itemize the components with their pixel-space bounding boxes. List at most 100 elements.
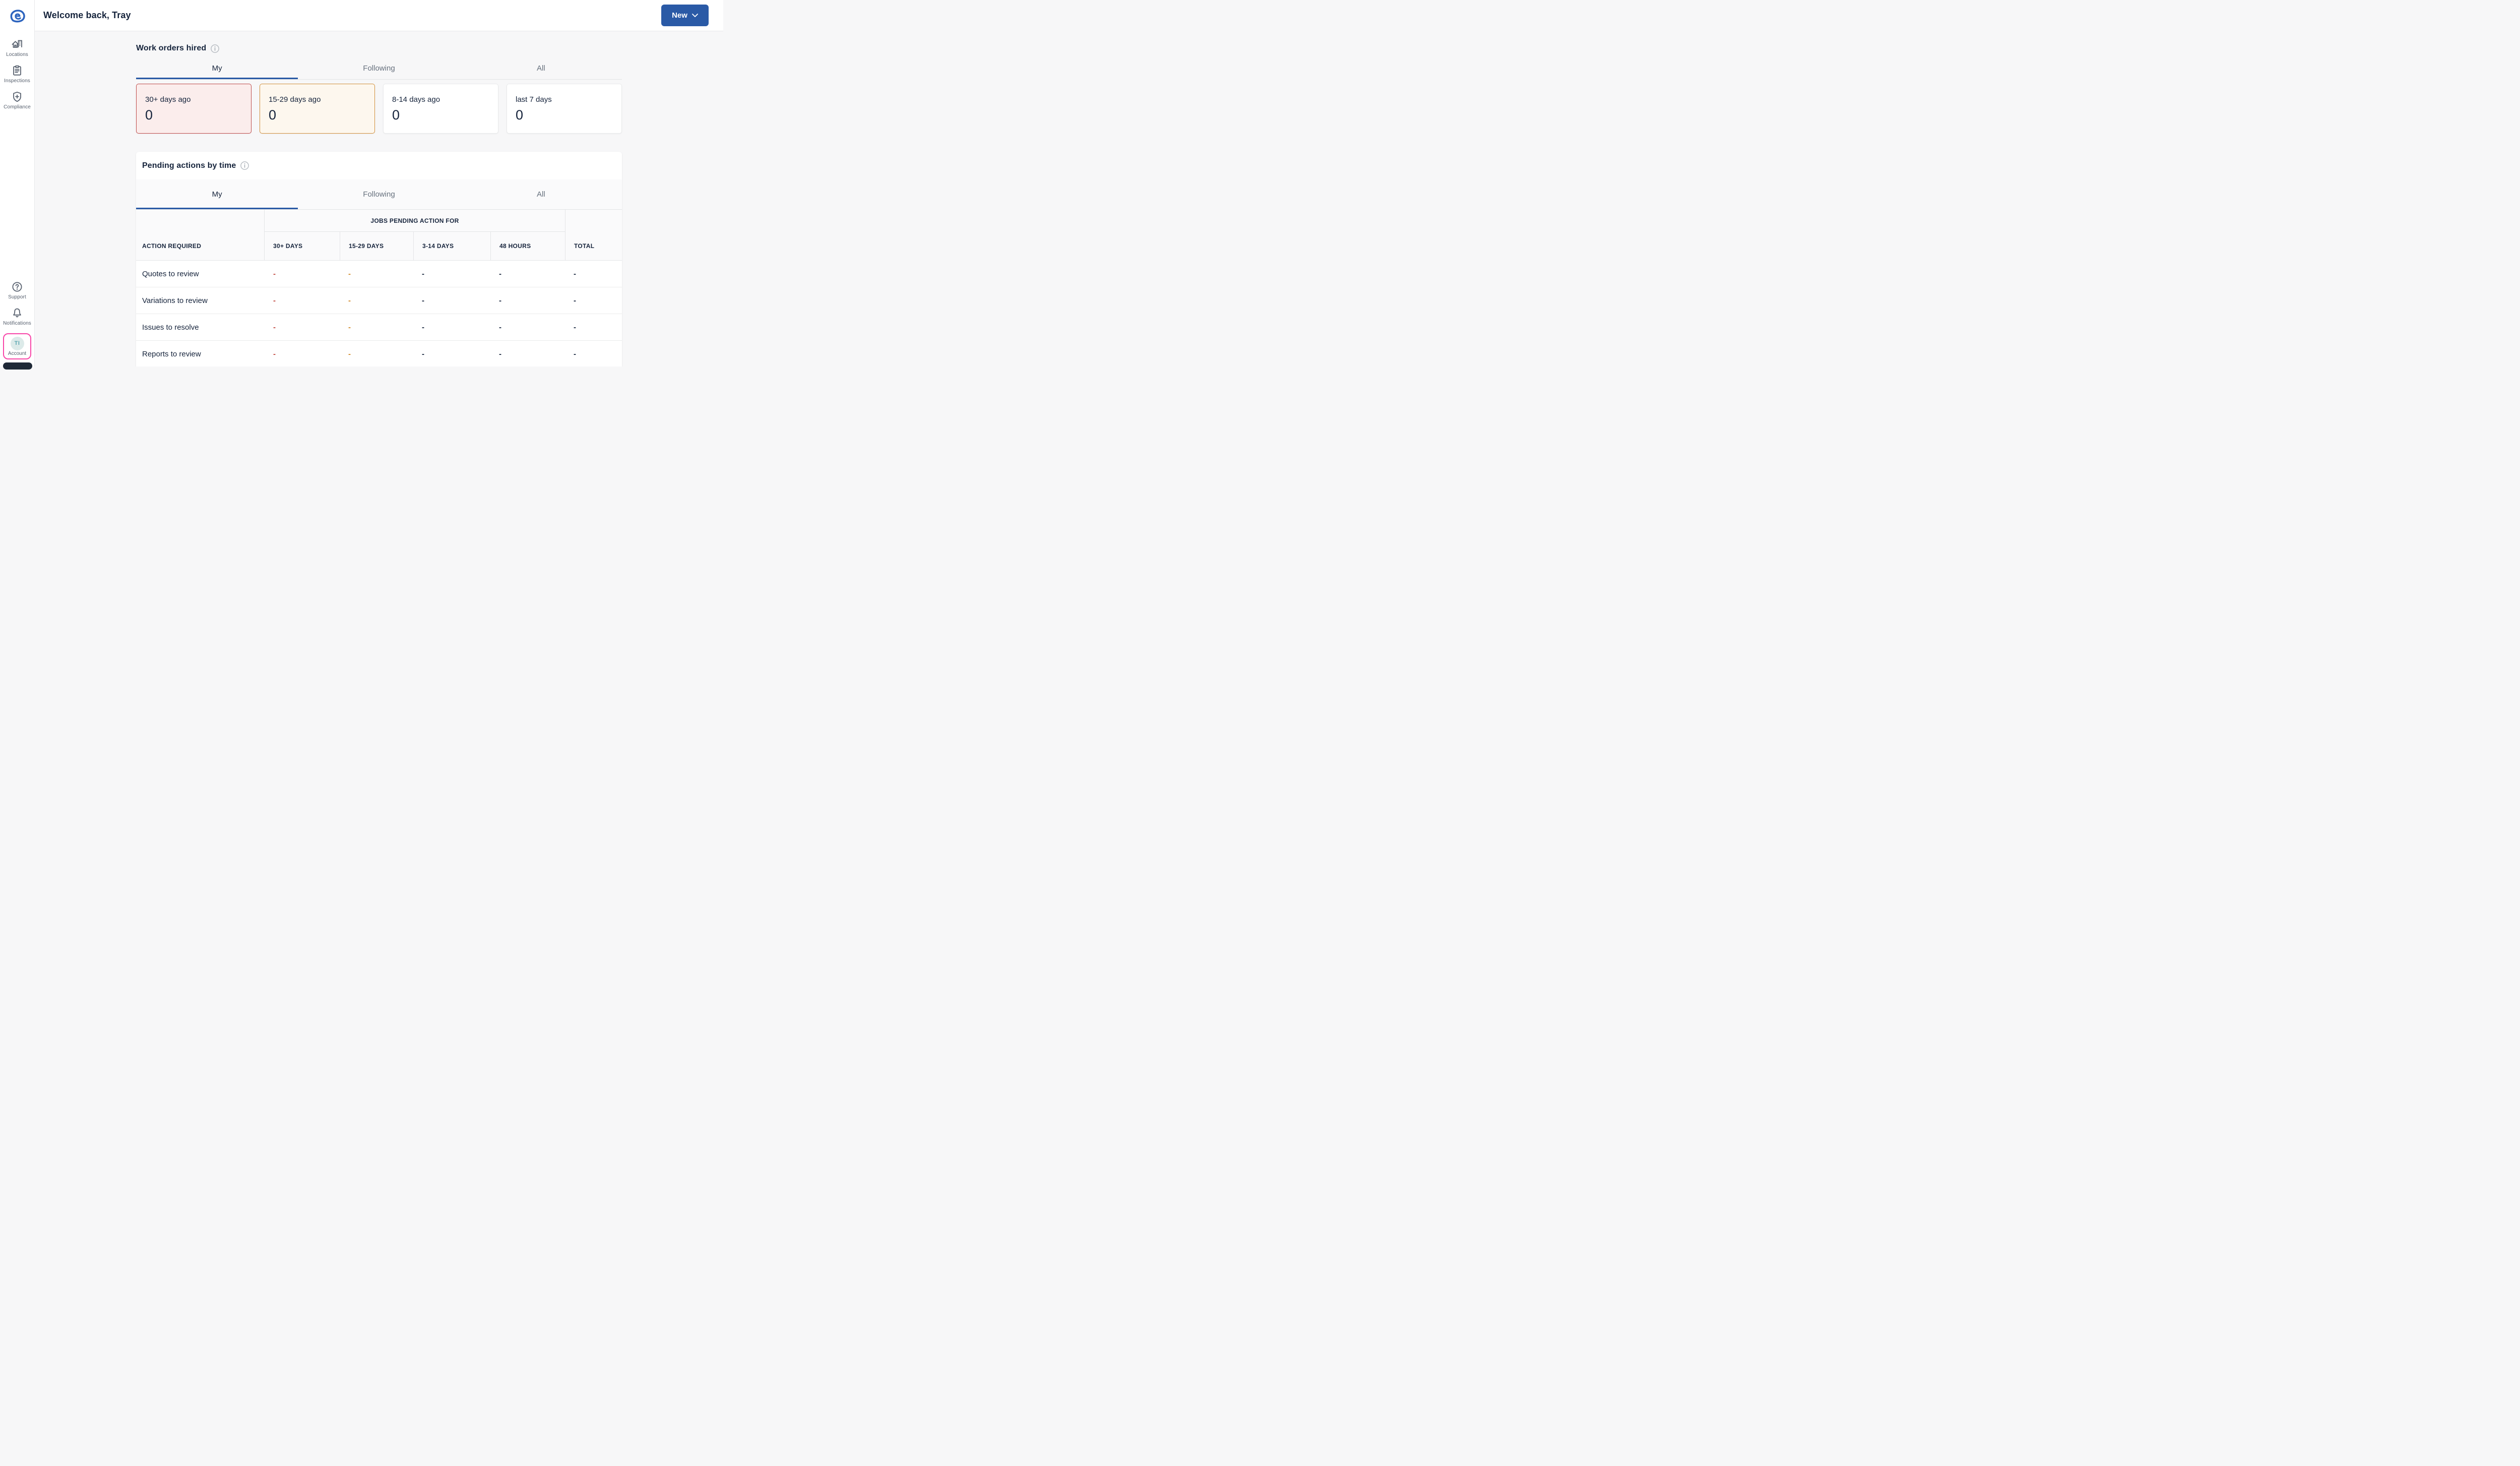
tab-label: Following <box>363 64 395 73</box>
tab-all[interactable]: All <box>460 179 622 209</box>
logo-icon <box>10 10 25 23</box>
pending-actions-table: ACTION REQUIRED JOBS PENDING ACTION FOR … <box>136 210 622 366</box>
sidebar-item-label: Support <box>8 294 26 300</box>
cell-total: - <box>574 269 576 278</box>
cell-30-days: - <box>273 296 276 305</box>
column-header-action-required: ACTION REQUIRED <box>136 210 265 260</box>
tab-label: My <box>212 64 222 73</box>
cell-15-29-days: - <box>348 323 351 332</box>
stat-card-value: 0 <box>516 107 524 123</box>
sidebar-item-label: Locations <box>6 52 28 57</box>
table-row-reports-to-review[interactable]: Reports to review - - - - - <box>136 341 622 366</box>
tab-my[interactable]: My <box>136 179 298 209</box>
pending-actions-tabs: My Following All <box>136 179 622 210</box>
column-header-label: TOTAL <box>574 242 595 250</box>
tab-following[interactable]: Following <box>298 57 460 79</box>
stat-card-label: 30+ days ago <box>145 95 191 104</box>
work-orders-section: Work orders hired My Following All 30+ d… <box>136 43 622 134</box>
account-label: Account <box>8 350 27 356</box>
column-header-30-days: 30+ DAYS <box>273 242 303 250</box>
cell-total: - <box>574 296 576 305</box>
avatar: TI <box>10 336 24 350</box>
cell-30-days: - <box>273 269 276 278</box>
stat-card-value: 0 <box>269 107 277 123</box>
cell-15-29-days: - <box>348 296 351 305</box>
stat-card-30-plus-days[interactable]: 30+ days ago 0 <box>136 84 251 134</box>
info-icon[interactable] <box>240 161 249 170</box>
cell-3-14-days: - <box>422 323 424 332</box>
pending-actions-title: Pending actions by time <box>142 161 236 170</box>
cell-30-days: - <box>273 323 276 332</box>
row-label: Reports to review <box>142 349 201 358</box>
stat-card-value: 0 <box>392 107 400 123</box>
sidebar-item-account[interactable]: TI Account <box>3 333 31 359</box>
locations-icon <box>12 40 22 48</box>
sidebar-item-notifications[interactable]: Notifications <box>1 307 33 326</box>
sidebar-item-inspections[interactable]: Inspections <box>1 65 33 84</box>
work-orders-title: Work orders hired <box>136 44 207 52</box>
stat-card-8-14-days[interactable]: 8-14 days ago 0 <box>383 84 498 134</box>
stat-card-label: 15-29 days ago <box>269 95 321 104</box>
sidebar-item-label: Inspections <box>4 78 30 84</box>
top-header: Welcome back, Tray New <box>35 0 723 31</box>
app-logo[interactable] <box>0 0 34 31</box>
stat-card-label: last 7 days <box>516 95 552 104</box>
main-content: Work orders hired My Following All 30+ d… <box>35 31 723 366</box>
cell-48-hours: - <box>499 349 501 358</box>
tab-following[interactable]: Following <box>298 179 460 209</box>
sidebar-nav: Locations Inspections Compliance <box>1 31 33 110</box>
stat-card-value: 0 <box>145 107 153 123</box>
row-label: Issues to resolve <box>142 323 199 332</box>
stat-card-label: 8-14 days ago <box>392 95 440 104</box>
compliance-icon <box>13 91 21 102</box>
column-header-48-hours: 48 HOURS <box>490 232 565 260</box>
table-row-variations-to-review[interactable]: Variations to review - - - - - <box>136 287 622 314</box>
new-button[interactable]: New <box>661 5 709 26</box>
sidebar: Locations Inspections Compliance <box>0 0 35 370</box>
cell-48-hours: - <box>499 323 501 332</box>
row-label: Quotes to review <box>142 269 199 278</box>
tab-label: All <box>536 64 545 73</box>
cell-48-hours: - <box>499 296 501 305</box>
tab-my[interactable]: My <box>136 57 298 79</box>
cell-3-14-days: - <box>422 269 424 278</box>
new-button-label: New <box>672 11 687 20</box>
table-header: ACTION REQUIRED JOBS PENDING ACTION FOR … <box>136 210 622 261</box>
column-header-total: TOTAL <box>565 210 622 260</box>
sidebar-footer: Support Notifications TI Account <box>1 281 33 366</box>
cell-15-29-days: - <box>348 269 351 278</box>
tab-all[interactable]: All <box>460 57 622 79</box>
row-label: Variations to review <box>142 296 208 305</box>
cell-total: - <box>574 349 576 358</box>
column-header-label: ACTION REQUIRED <box>142 242 202 250</box>
sidebar-item-locations[interactable]: Locations <box>1 38 33 57</box>
column-header-15-29-days: 15-29 DAYS <box>340 232 413 260</box>
column-header-3-14-days: 3-14 DAYS <box>413 232 490 260</box>
group-header-jobs-pending: JOBS PENDING ACTION FOR <box>265 210 565 232</box>
sidebar-item-support[interactable]: Support <box>1 281 33 300</box>
stat-card-15-29-days[interactable]: 15-29 days ago 0 <box>260 84 375 134</box>
bell-icon <box>13 308 21 318</box>
cell-3-14-days: - <box>422 296 424 305</box>
cell-3-14-days: - <box>422 349 424 358</box>
chat-widget-peek[interactable] <box>3 362 32 370</box>
sidebar-item-label: Compliance <box>4 104 31 110</box>
cell-total: - <box>574 323 576 332</box>
stat-card-last-7-days[interactable]: last 7 days 0 <box>507 84 622 134</box>
help-icon <box>12 282 22 292</box>
sidebar-item-compliance[interactable]: Compliance <box>1 91 33 110</box>
work-orders-tabs: My Following All <box>136 57 622 80</box>
page-title: Welcome back, Tray <box>43 10 131 20</box>
table-row-issues-to-resolve[interactable]: Issues to resolve - - - - - <box>136 314 622 341</box>
table-row-quotes-to-review[interactable]: Quotes to review - - - - - <box>136 261 622 287</box>
sidebar-item-label: Notifications <box>3 321 31 326</box>
tab-label: Following <box>363 190 395 199</box>
info-icon[interactable] <box>211 44 220 53</box>
work-orders-cards: 30+ days ago 0 15-29 days ago 0 8-14 day… <box>136 84 622 134</box>
inspections-icon <box>13 65 21 76</box>
tab-label: All <box>536 190 545 199</box>
cell-30-days: - <box>273 349 276 358</box>
cell-48-hours: - <box>499 269 501 278</box>
chevron-down-icon <box>692 14 698 17</box>
pending-actions-panel: Pending actions by time My Following All… <box>136 152 622 366</box>
